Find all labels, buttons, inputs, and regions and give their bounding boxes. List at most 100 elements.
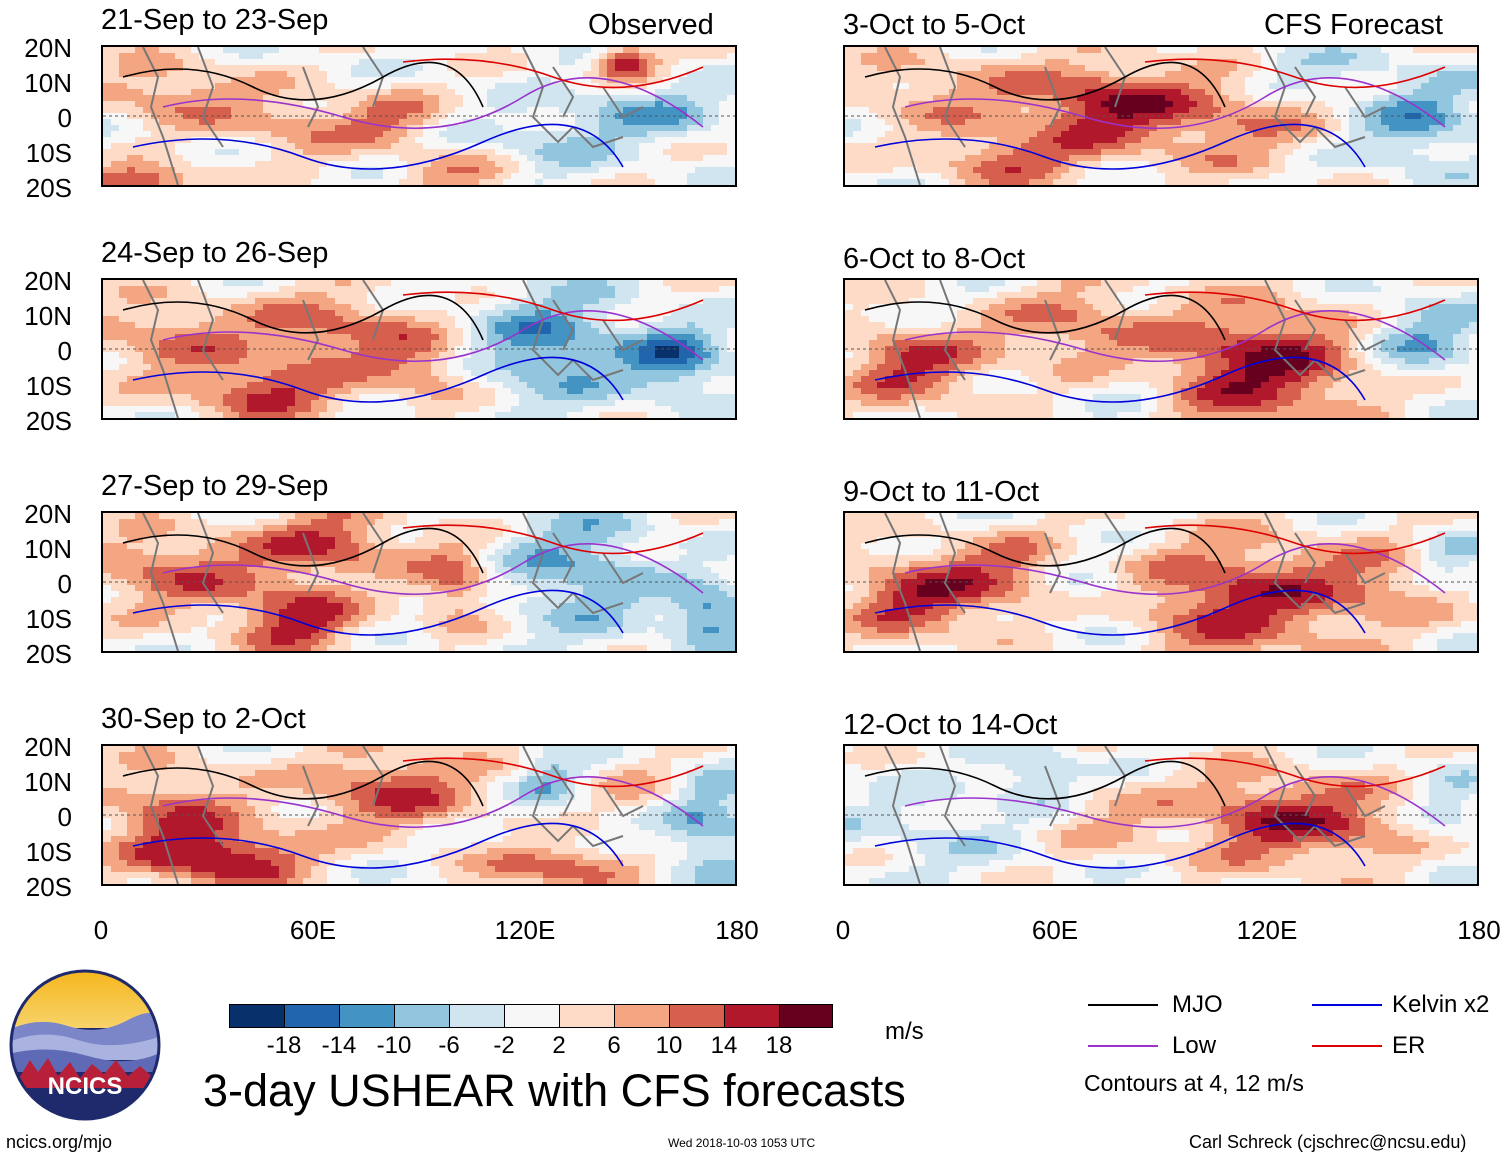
lon-tick-right-120e: 120E [1236,915,1298,945]
heatmap-field [103,280,735,418]
panel-title-fc-1: 3-Oct to 5-Oct [843,9,1026,41]
lat-tick: 20S [25,406,72,436]
panel-title-fc-2: 6-Oct to 8-Oct [843,243,1026,275]
contour-mjo [864,294,1226,341]
contour-mjo [122,61,484,108]
lat-tick: 10N [24,534,72,564]
lon-tick-left-180: 180 [715,915,759,945]
contour-mjo [122,294,484,341]
colorbar-tick: 10 [655,1032,683,1059]
lon-tick-right-180: 180 [1457,915,1501,945]
panel-title-fc-3: 9-Oct to 11-Oct [843,476,1040,508]
lat-tick: 20N [24,33,72,63]
lat-tick: 10S [25,138,72,168]
chart-title: 3-day USHEAR with CFS forecasts [203,1065,906,1116]
contour-mjo [864,760,1226,807]
contour-kelvin-x2 [874,123,1366,170]
lat-tick: 10N [24,301,72,331]
legend-label-kelvin: Kelvin x2 [1392,991,1490,1018]
colorbar-swatch [449,1004,505,1028]
contour-low [904,310,1446,363]
legend-label-er: ER [1392,1032,1426,1059]
contour-mjo [122,527,484,574]
colorbar-tick: -6 [438,1032,460,1059]
observed-label: Observed [588,9,714,41]
colorbar-swatch [504,1004,560,1028]
timestamp: Wed 2018-10-03 1053 UTC [668,1136,816,1150]
contour-low [162,77,704,130]
colorbar-swatch [394,1004,450,1028]
contour-er [402,58,704,89]
panel-title-obs-3: 27-Sep to 29-Sep [101,470,329,502]
heatmap-field [845,280,1477,418]
colorbar-tick: 14 [710,1032,738,1059]
contour-kelvin-x2 [132,822,624,869]
site-link[interactable]: ncics.org/mjo [6,1132,113,1152]
lat-tick: 10S [25,837,72,867]
contour-low [162,776,704,829]
colorbar-tick: 18 [765,1032,793,1059]
contour-kelvin-x2 [132,589,624,636]
heatmap-field [103,513,735,651]
contour-mjo [122,760,484,807]
lat-tick: 10S [25,371,72,401]
colorbar-tick: -14 [321,1032,357,1059]
lat-tick: 20S [25,872,72,902]
contour-er [402,291,704,322]
lat-tick: 20S [25,639,72,669]
colorbar-swatch [339,1004,395,1028]
author-credit: Carl Schreck (cjschrec@ncsu.edu) [1189,1132,1467,1152]
contour-note: Contours at 4, 12 m/s [1084,1070,1304,1096]
map-fc-4 [843,744,1479,886]
contour-mjo [864,61,1226,108]
logo-text: NCICS [48,1073,123,1100]
heatmap-field [845,746,1477,884]
contour-kelvin-x2 [874,822,1366,869]
lat-tick: 0 [57,336,72,366]
colorbar-swatch [229,1004,285,1028]
colorbar-swatch [724,1004,780,1028]
lon-tick-left-120e: 120E [494,915,556,945]
heatmap-field [845,513,1477,651]
colorbar-tick: -2 [493,1032,515,1059]
contour-low [904,543,1446,596]
colorbar-units: m/s [885,1018,924,1045]
map-obs-2 [101,278,737,420]
map-obs-3 [101,511,737,653]
colorbar-tick: -10 [376,1032,412,1059]
contour-er [1144,524,1446,555]
colorbar-swatch [669,1004,725,1028]
lat-tick: 10N [24,68,72,98]
colorbar-swatch [284,1004,340,1028]
colorbar-tick: -18 [266,1032,302,1059]
contour-kelvin-x2 [874,589,1366,636]
lat-tick: 20N [24,266,72,296]
panel-title-fc-4: 12-Oct to 14-Oct [843,709,1058,741]
map-fc-1 [843,45,1479,187]
map-fc-3 [843,511,1479,653]
lat-tick: 20S [25,173,72,203]
panel-title-obs-4: 30-Sep to 2-Oct [101,703,306,735]
contour-er [1144,58,1446,89]
map-obs-4 [101,744,737,886]
heatmap-field [103,746,735,884]
lon-tick-right-60e: 60E [1031,915,1079,945]
contour-kelvin-x2 [874,356,1366,403]
map-fc-2 [843,278,1479,420]
colorbar-tick: 6 [607,1032,621,1059]
contour-low [162,543,704,596]
contour-mjo [864,527,1226,574]
contour-low [904,77,1446,130]
lat-tick: 20N [24,732,72,762]
contour-er [1144,757,1446,788]
colorbar-tick: 2 [552,1032,566,1059]
map-obs-1 [101,45,737,187]
panel-title-obs-2: 24-Sep to 26-Sep [101,237,329,269]
colorbar-swatch [614,1004,670,1028]
lat-tick: 0 [57,103,72,133]
panel-title-obs-1: 21-Sep to 23-Sep [101,4,329,36]
ncics-logo: NCICS [8,968,162,1122]
lat-tick: 10S [25,604,72,634]
lon-tick-left-60e: 60E [289,915,337,945]
lat-tick: 0 [57,802,72,832]
